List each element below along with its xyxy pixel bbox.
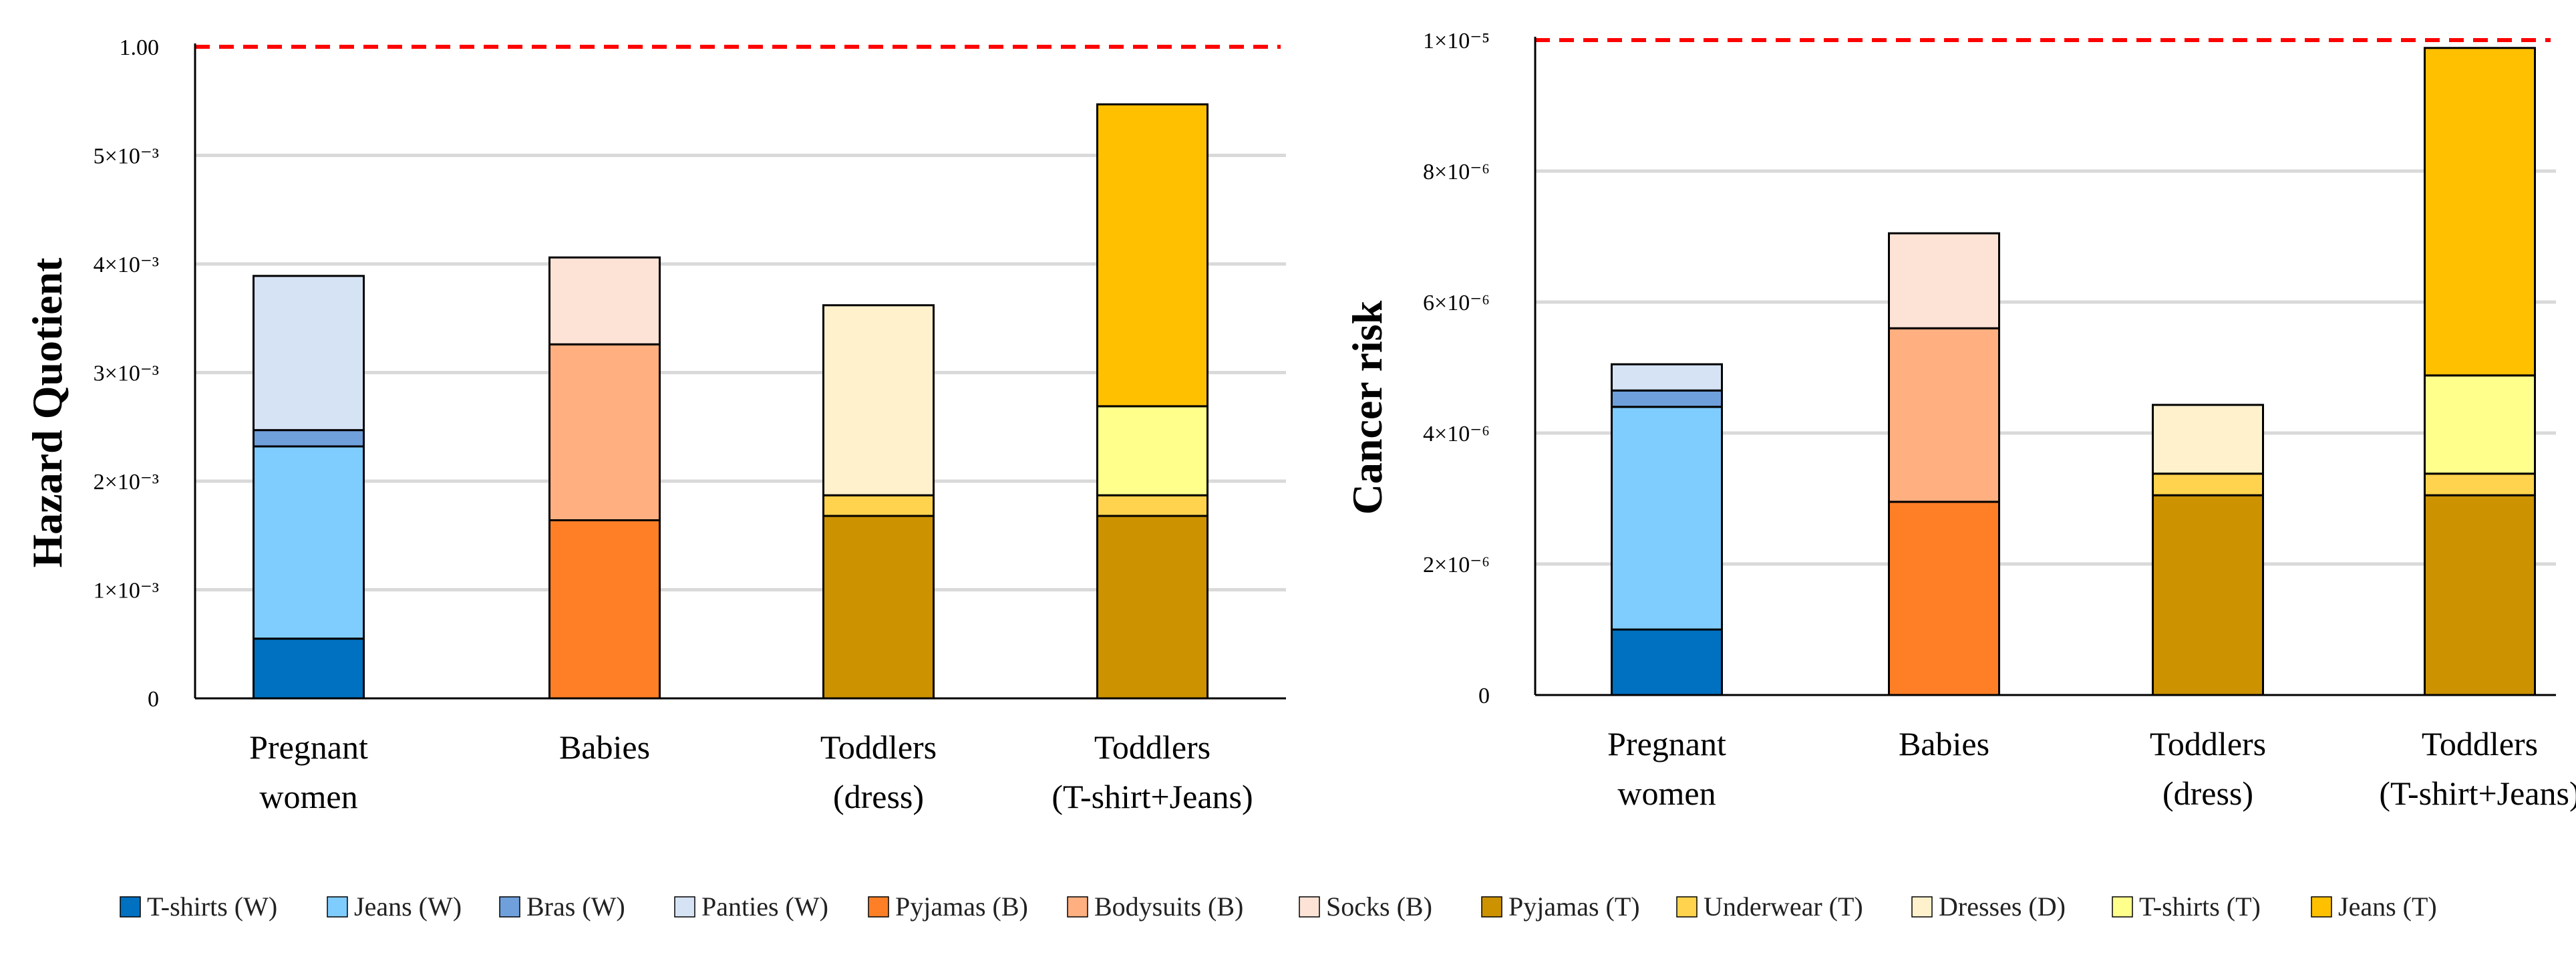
legend-item: Underwear (T): [1676, 891, 1863, 922]
y-tick-label: 4×10⁻⁶: [1423, 422, 1490, 446]
bar-segment: [548, 519, 661, 700]
bar-segment: [2424, 374, 2536, 475]
legend-label: Underwear (T): [1704, 891, 1863, 922]
y-axis-label: Cancer risk: [1343, 300, 1391, 515]
legend-label: Dresses (D): [1939, 891, 2066, 922]
bar-segment: [253, 429, 365, 448]
legend-label: Pyjamas (B): [895, 891, 1028, 922]
x-category-label: Babies: [1899, 725, 1989, 763]
legend-label: Socks (B): [1326, 891, 1432, 922]
legend-swatch: [499, 896, 520, 918]
chart-1: 0 1×10⁻³ 2×10⁻³ 3×10⁻³ 4×10⁻³ 5×10⁻³ 1.00 Hazar…: [23, 35, 1286, 815]
x-category-label: Toddlers (dress): [2150, 725, 2266, 812]
legend-swatch: [674, 896, 695, 918]
y-tick-label: 1×10⁻³: [94, 579, 159, 603]
bar-segment: [2152, 472, 2264, 497]
legend-label: T-shirts (W): [147, 891, 277, 922]
bar-segment: [2152, 494, 2264, 696]
legend-item: Bodysuits (B): [1067, 891, 1243, 922]
legend-swatch: [1067, 896, 1088, 918]
y-tick-label: 2×10⁻⁶: [1423, 553, 1490, 577]
bar-segment: [548, 343, 661, 521]
legend-label: Jeans (T): [2338, 891, 2437, 922]
x-category-label: Babies: [559, 728, 650, 766]
x-category-label: Toddlers (T-shirt+Jeans): [1052, 728, 1253, 815]
legend-swatch: [2311, 896, 2332, 918]
x-category-label: Pregnant women: [249, 728, 368, 815]
legend-item: Socks (B): [1299, 891, 1432, 922]
bar-segment: [822, 304, 935, 497]
bar-segment: [2424, 494, 2536, 696]
legend: T-shirts (W) Jeans (W) Bras (W) Panties (W)…: [120, 891, 2437, 922]
bar-segment: [1888, 327, 2000, 503]
legend-swatch: [2112, 896, 2133, 918]
legend-item: Jeans (T): [2311, 891, 2437, 922]
bar-segment: [548, 256, 661, 346]
y-axis-label: Hazard Quotient: [23, 257, 71, 568]
bar-segment: [1096, 405, 1209, 497]
legend-swatch: [868, 896, 889, 918]
bar-segment: [1611, 628, 1723, 696]
bar-segment: [1611, 406, 1723, 631]
bar-segment: [822, 515, 935, 700]
y-tick-label: 5×10⁻³: [94, 144, 159, 169]
bar-segment: [1611, 363, 1723, 392]
legend-label: Bodysuits (B): [1094, 891, 1243, 922]
y-tick-label: 1×10⁻⁵: [1423, 29, 1490, 53]
y-tick-label: 4×10⁻³: [94, 253, 159, 277]
y-tick-label: 2×10⁻³: [94, 470, 159, 495]
bar-segment: [2424, 47, 2536, 377]
legend-swatch: [1676, 896, 1698, 918]
legend-label: T-shirts (T): [2139, 891, 2261, 922]
y-tick-label: 3×10⁻³: [94, 362, 159, 386]
legend-label: Jeans (W): [354, 891, 462, 922]
legend-swatch: [327, 896, 348, 918]
legend-item: T-shirts (W): [120, 891, 277, 922]
legend-swatch: [1911, 896, 1933, 918]
y-tick-label: 1.00: [120, 35, 160, 60]
legend-label: Pyjamas (T): [1508, 891, 1640, 922]
y-tick-label: 0: [148, 687, 159, 712]
bar-segment: [1096, 515, 1209, 700]
legend-item: Pyjamas (T): [1481, 891, 1640, 922]
legend-item: Panties (W): [674, 891, 828, 922]
legend-item: Dresses (D): [1911, 891, 2066, 922]
bar-segment: [253, 275, 365, 432]
bar-segment: [2424, 472, 2536, 497]
x-category-label: Pregnant women: [1607, 725, 1726, 812]
legend-item: Jeans (W): [327, 891, 462, 922]
legend-swatch: [120, 896, 141, 918]
legend-item: Bras (W): [499, 891, 625, 922]
legend-item: Pyjamas (B): [868, 891, 1028, 922]
bar-segment: [1096, 103, 1209, 408]
y-tick-label: 8×10⁻⁶: [1423, 160, 1490, 184]
bar-segment: [253, 445, 365, 640]
y-tick-label: 0: [1478, 684, 1490, 708]
bar-segment: [253, 638, 365, 700]
chart-2: 0 2×10⁻⁶ 4×10⁻⁶ 6×10⁻⁶ 8×10⁻⁶ 1×10⁻⁵ Cancer ri…: [1343, 29, 2576, 812]
bar-segment: [1611, 389, 1723, 408]
y-tick-label: 6×10⁻⁶: [1423, 291, 1490, 315]
legend-swatch: [1481, 896, 1502, 918]
bar-segment: [2152, 404, 2264, 475]
bar-segment: [822, 494, 935, 517]
bar-segment: [1096, 494, 1209, 517]
legend-item: T-shirts (T): [2112, 891, 2261, 922]
x-category-label: Toddlers (dress): [820, 728, 937, 815]
x-category-label: Toddlers (T-shirt+Jeans): [2379, 725, 2576, 812]
legend-label: Bras (W): [526, 891, 625, 922]
legend-swatch: [1299, 896, 1320, 918]
legend-label: Panties (W): [701, 891, 828, 922]
bar-segment: [1888, 232, 2000, 329]
bar-segment: [1888, 501, 2000, 696]
